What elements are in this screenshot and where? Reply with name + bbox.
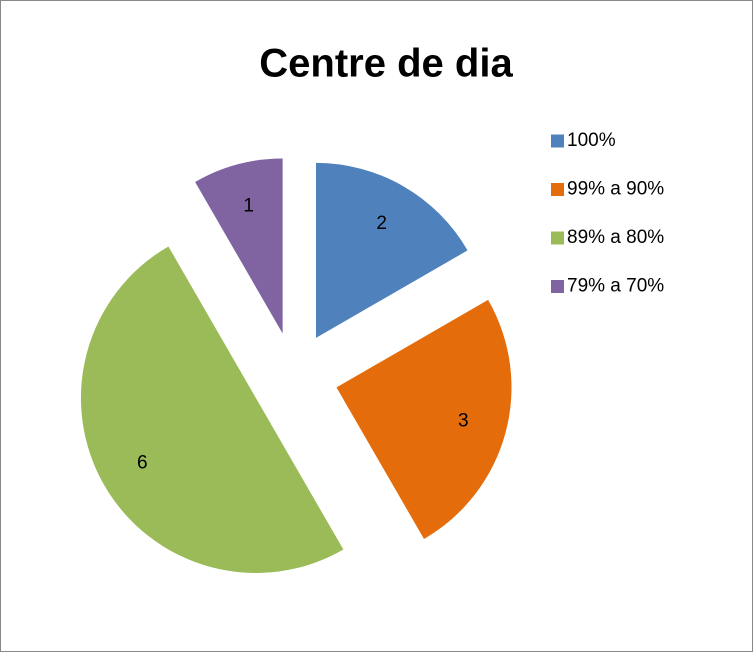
pie-slice: [80, 246, 344, 573]
legend-label: 79% a 70%: [567, 276, 664, 297]
pie-slice: [316, 162, 468, 338]
legend-label: 99% a 90%: [567, 179, 664, 200]
data-label: 1: [243, 196, 254, 217]
chart-title: Centre de dia: [259, 42, 513, 86]
data-label: 6: [137, 453, 148, 474]
data-label: 3: [458, 410, 469, 431]
legend-swatch: [551, 183, 564, 196]
legend-swatch: [551, 231, 564, 245]
data-label: 2: [376, 213, 387, 234]
legend-label: 100%: [567, 130, 616, 151]
legend-swatch: [551, 280, 564, 293]
pie-slice: [195, 158, 283, 334]
legend-swatch: [551, 134, 564, 148]
legend-label: 89% a 80%: [567, 227, 664, 248]
pie-slice: [336, 299, 512, 539]
